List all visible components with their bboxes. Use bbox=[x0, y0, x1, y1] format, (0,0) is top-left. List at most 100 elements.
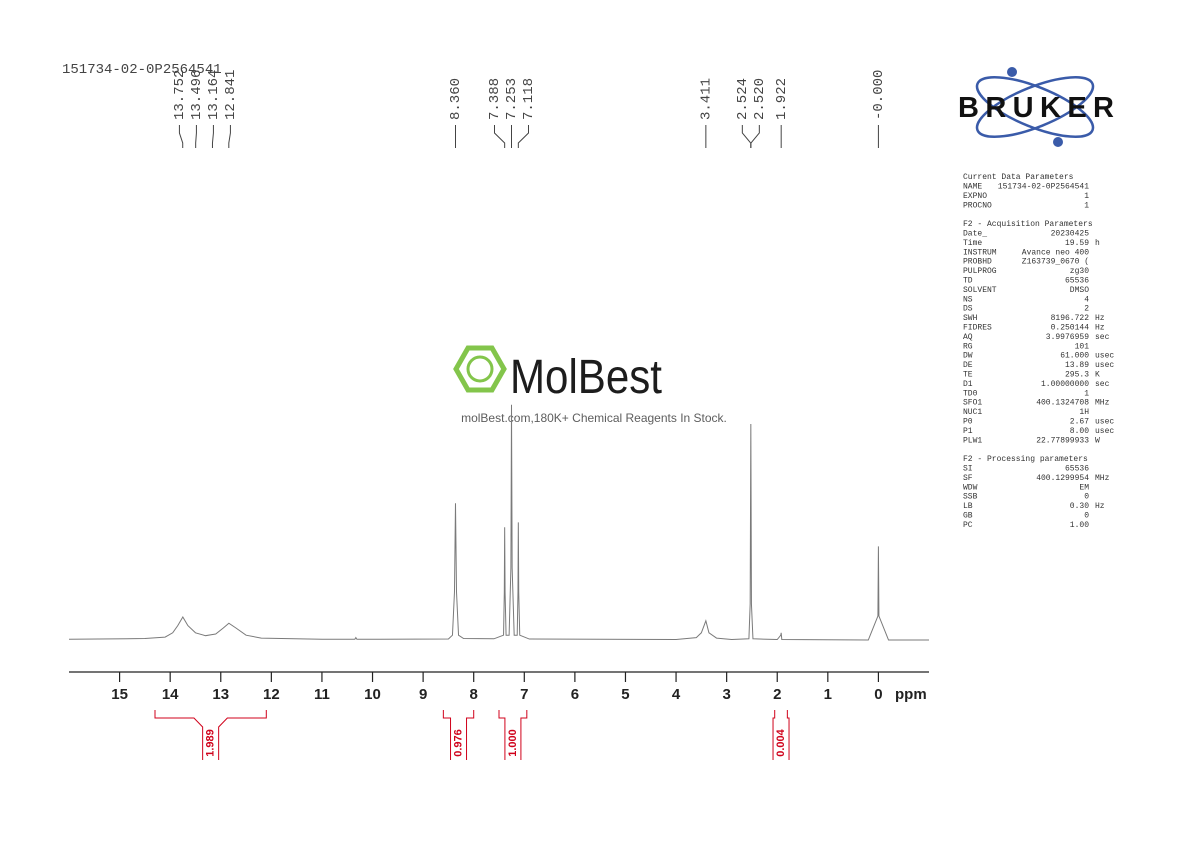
param-value: 1 bbox=[1084, 192, 1089, 201]
peak-label: 7.388 bbox=[487, 78, 503, 120]
param-name: NS bbox=[963, 295, 973, 304]
x-tick-label: 3 bbox=[722, 686, 730, 703]
logo-dot bbox=[1007, 67, 1017, 77]
peak-label: 13.752 bbox=[172, 70, 188, 120]
peak-connector bbox=[518, 125, 528, 148]
param-name: TD bbox=[963, 277, 973, 286]
param-unit: sec bbox=[1095, 333, 1110, 342]
peak-connector bbox=[751, 125, 759, 148]
param-unit: usec bbox=[1095, 418, 1114, 427]
param-unit: usec bbox=[1095, 361, 1114, 370]
param-unit: W bbox=[1095, 436, 1100, 445]
param-value: EM bbox=[1079, 483, 1089, 492]
param-value: 8196.722 bbox=[1051, 314, 1090, 323]
param-name: P1 bbox=[963, 427, 973, 436]
x-tick-label: 2 bbox=[773, 686, 781, 703]
param-value: 65536 bbox=[1065, 465, 1089, 474]
param-value: 22.77899933 bbox=[1036, 436, 1089, 445]
param-name: D1 bbox=[963, 380, 973, 389]
param-value: 295.3 bbox=[1065, 371, 1089, 380]
peak-connector bbox=[196, 125, 197, 148]
peak-label: 7.118 bbox=[521, 78, 537, 120]
param-value: 65536 bbox=[1065, 277, 1089, 286]
param-value: 1.00000000 bbox=[1041, 380, 1089, 389]
param-name: SOLVENT bbox=[963, 286, 997, 295]
param-value: 13.89 bbox=[1065, 361, 1089, 370]
x-tick-label: 9 bbox=[419, 686, 427, 703]
param-value: 0.30 bbox=[1070, 502, 1089, 511]
x-tick-label: 4 bbox=[672, 686, 681, 703]
x-tick-label: 13 bbox=[212, 686, 229, 703]
param-name: LB bbox=[963, 502, 973, 511]
param-value: 101 bbox=[1075, 342, 1090, 351]
peak-label: 3.411 bbox=[699, 78, 715, 120]
param-value: 1 bbox=[1084, 389, 1089, 398]
x-axis-label: ppm bbox=[895, 686, 927, 703]
param-name: DS bbox=[963, 305, 973, 314]
integral-label: 0.976 bbox=[452, 729, 464, 757]
param-section-title: F2 - Acquisition Parameters bbox=[963, 220, 1093, 229]
param-name: PULPROG bbox=[963, 267, 997, 276]
param-name: GB bbox=[963, 512, 973, 521]
param-name: TD0 bbox=[963, 389, 978, 398]
param-name: P0 bbox=[963, 418, 973, 427]
param-name: WDW bbox=[963, 483, 978, 492]
peak-connector bbox=[742, 125, 750, 148]
param-value: 3.9976959 bbox=[1046, 333, 1089, 342]
logo-dot bbox=[1053, 137, 1063, 147]
param-name: SF bbox=[963, 474, 973, 483]
param-unit: h bbox=[1095, 239, 1100, 248]
peak-connector bbox=[229, 125, 231, 148]
param-name: FIDRES bbox=[963, 324, 992, 333]
peak-connector bbox=[212, 125, 213, 148]
x-tick-label: 1 bbox=[824, 686, 832, 703]
param-name: EXPNO bbox=[963, 192, 987, 201]
x-tick-label: 6 bbox=[571, 686, 579, 703]
param-unit: MHz bbox=[1095, 399, 1110, 408]
param-name: NAME bbox=[963, 183, 982, 192]
peak-connector bbox=[494, 125, 504, 148]
watermark-hexagon bbox=[456, 348, 504, 390]
param-value: Avance neo 400 bbox=[1022, 248, 1089, 257]
param-unit: Hz bbox=[1095, 502, 1105, 511]
x-tick-label: 14 bbox=[162, 686, 179, 703]
param-name: Time bbox=[963, 239, 982, 248]
watermark-brand: MolBest bbox=[510, 351, 662, 404]
x-tick-label: 15 bbox=[111, 686, 128, 703]
param-unit: sec bbox=[1095, 380, 1110, 389]
integral-label: 1.000 bbox=[507, 729, 519, 757]
peak-label: 1.922 bbox=[774, 78, 790, 120]
param-value: 1 bbox=[1084, 201, 1089, 210]
spectrum-chart: 151734-02-0P2564541 BRUKER MolBest molBe… bbox=[0, 0, 1190, 842]
param-value: 151734-02-0P2564541 bbox=[998, 183, 1089, 192]
param-name: PROCNO bbox=[963, 201, 992, 210]
param-name: PLW1 bbox=[963, 436, 982, 445]
param-name: PC bbox=[963, 521, 973, 530]
param-section-title: F2 - Processing parameters bbox=[963, 455, 1088, 464]
param-name: NUC1 bbox=[963, 408, 982, 417]
param-name: RG bbox=[963, 342, 973, 351]
param-value: 4 bbox=[1084, 295, 1089, 304]
param-section-title: Current Data Parameters bbox=[963, 173, 1074, 182]
x-tick-label: 10 bbox=[364, 686, 381, 703]
x-tick-label: 8 bbox=[470, 686, 478, 703]
peak-label: 7.253 bbox=[504, 78, 520, 120]
x-tick-label: 11 bbox=[314, 686, 330, 703]
x-tick-label: 0 bbox=[874, 686, 882, 703]
param-value: Z163739_0670 ( bbox=[1022, 258, 1089, 267]
param-value: 20230425 bbox=[1051, 230, 1090, 239]
peak-label: 13.164 bbox=[206, 70, 222, 120]
peak-label: 2.524 bbox=[735, 78, 751, 120]
integral-label: 0.004 bbox=[775, 728, 787, 756]
param-name: TE bbox=[963, 371, 973, 380]
param-name: DE bbox=[963, 361, 973, 370]
param-name: PROBHD bbox=[963, 258, 992, 267]
peak-label: 8.360 bbox=[448, 78, 464, 120]
param-value: 1.00 bbox=[1070, 521, 1089, 530]
page: 151734-02-0P2564541 BRUKER MolBest molBe… bbox=[0, 0, 1190, 842]
x-tick-label: 5 bbox=[621, 686, 629, 703]
peak-label: 2.520 bbox=[752, 78, 768, 120]
param-value: 61.000 bbox=[1060, 352, 1089, 361]
param-value: 400.1324708 bbox=[1036, 399, 1089, 408]
peak-label: 12.841 bbox=[223, 70, 239, 120]
